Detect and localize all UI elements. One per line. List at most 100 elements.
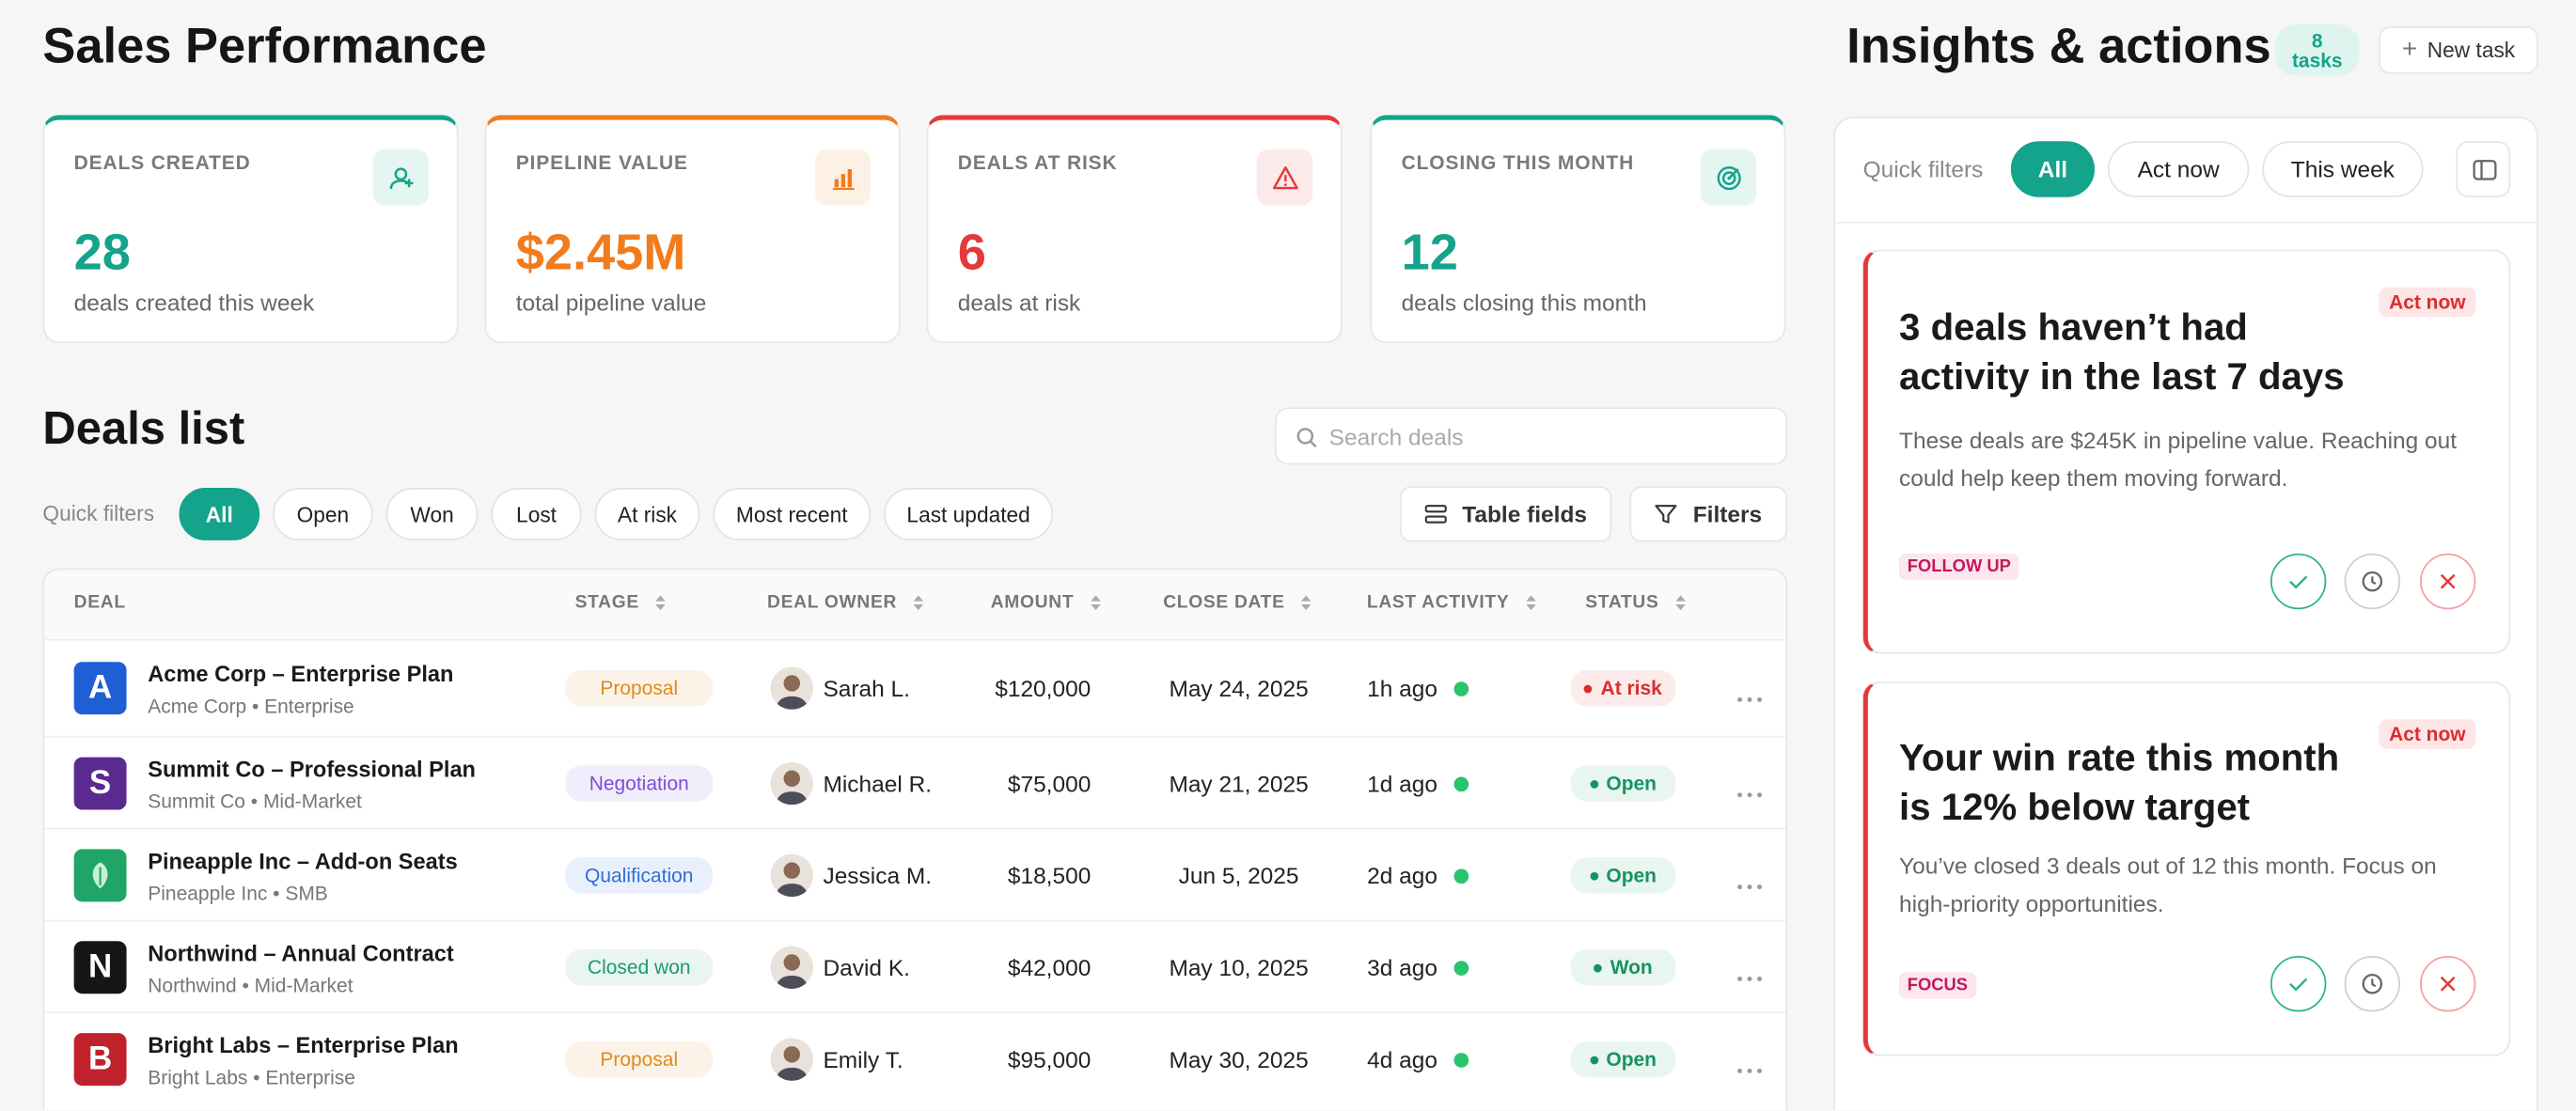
leaf-icon bbox=[92, 862, 108, 889]
column-label: LAST ACTIVITY bbox=[1366, 592, 1510, 613]
status-dot bbox=[1589, 779, 1598, 788]
button-label: Table fields bbox=[1462, 500, 1588, 527]
filter-chip[interactable]: Last updated bbox=[884, 487, 1054, 540]
sort-icon bbox=[1090, 595, 1101, 611]
company-logo: A bbox=[73, 662, 127, 715]
deal-name[interactable]: Summit Co – Professional Plan bbox=[148, 757, 476, 782]
column-header[interactable]: STATUS bbox=[1585, 593, 1687, 613]
owner-avatar bbox=[770, 853, 813, 898]
action-button[interactable] bbox=[2419, 956, 2476, 1012]
deal-amount: $120,000 bbox=[995, 675, 1092, 702]
button-label: Filters bbox=[1692, 500, 1763, 527]
panel-toggle[interactable] bbox=[2456, 141, 2511, 197]
owner-name: Michael R. bbox=[823, 770, 933, 797]
activity-dot bbox=[1453, 776, 1469, 792]
last-activity: 2d ago bbox=[1367, 862, 1438, 889]
stat-icon bbox=[814, 149, 872, 206]
search-icon bbox=[1296, 428, 1317, 448]
deal-name[interactable]: Northwind – Annual Contract bbox=[148, 941, 454, 966]
new-task-button[interactable]: + New task bbox=[2379, 25, 2538, 74]
filter-chip[interactable]: At risk bbox=[594, 487, 700, 540]
stat-label: CLOSING THIS MONTH bbox=[1401, 150, 1635, 175]
search-input[interactable]: Search deals bbox=[1275, 407, 1788, 465]
status-label: Open bbox=[1606, 1047, 1657, 1072]
stat-icon bbox=[1256, 149, 1313, 206]
close-date: May 30, 2025 bbox=[1169, 1046, 1309, 1073]
filter-chip[interactable]: Open bbox=[273, 487, 373, 540]
stat-card bbox=[926, 115, 1343, 344]
action-icon bbox=[2362, 571, 2383, 592]
filter-chip[interactable]: Act now bbox=[2107, 141, 2250, 197]
filter-chip[interactable]: Lost bbox=[491, 487, 582, 540]
column-label: STATUS bbox=[1585, 592, 1659, 613]
status-label: At risk bbox=[1600, 676, 1662, 700]
action-icon bbox=[2362, 973, 2383, 994]
deal-name[interactable]: Pineapple Inc – Add-on Seats bbox=[148, 849, 458, 874]
action-button[interactable] bbox=[2344, 553, 2401, 610]
owner-avatar bbox=[770, 666, 813, 710]
filter-chip[interactable]: This week bbox=[2262, 141, 2424, 197]
sort-icon bbox=[1525, 595, 1536, 611]
row-divider bbox=[44, 735, 1786, 738]
filter-chip[interactable]: All bbox=[2010, 141, 2095, 197]
insight-tag: FOCUS bbox=[1899, 972, 1976, 999]
status-pill: At risk bbox=[1570, 669, 1676, 707]
deal-amount: $75,000 bbox=[1007, 770, 1092, 797]
section-title: Deals list bbox=[42, 402, 245, 454]
column-header[interactable]: CLOSE DATE bbox=[1163, 593, 1312, 613]
column-header[interactable]: AMOUNT bbox=[991, 593, 1102, 613]
row-menu[interactable] bbox=[1736, 1055, 1763, 1073]
owner-avatar bbox=[770, 1038, 813, 1081]
status-pill: Won bbox=[1570, 949, 1676, 986]
insights-title: Insights & actions bbox=[1846, 19, 2271, 74]
row-menu[interactable] bbox=[1736, 778, 1763, 798]
owner-avatar-glyph bbox=[775, 954, 809, 989]
column-label: DEAL OWNER bbox=[767, 592, 898, 613]
column-header[interactable]: STAGE bbox=[575, 593, 668, 613]
last-activity: 4d ago bbox=[1367, 1046, 1438, 1073]
quick-filters-label: Quick filters bbox=[1862, 156, 1984, 182]
row-menu[interactable] bbox=[1736, 683, 1763, 702]
toolbar-button[interactable]: Table fields bbox=[1399, 486, 1612, 542]
stat-caption: deals created this week bbox=[73, 289, 315, 316]
status-dot bbox=[1589, 1055, 1598, 1064]
action-icon bbox=[2440, 976, 2456, 992]
row-menu[interactable] bbox=[1736, 962, 1763, 981]
column-header[interactable]: LAST ACTIVITY bbox=[1367, 593, 1537, 613]
action-button[interactable] bbox=[2270, 553, 2327, 610]
deal-name[interactable]: Acme Corp – Enterprise Plan bbox=[148, 662, 454, 687]
action-button[interactable] bbox=[2270, 956, 2327, 1012]
owner-name: Emily T. bbox=[823, 1046, 903, 1073]
button-icon bbox=[1424, 505, 1447, 524]
insight-tag: FOLLOW UP bbox=[1899, 553, 2019, 580]
action-button[interactable] bbox=[2419, 553, 2476, 610]
filter-chip[interactable]: Won bbox=[385, 487, 479, 540]
row-menu-glyph bbox=[1737, 977, 1762, 981]
owner-name: Jessica M. bbox=[823, 862, 933, 889]
owner-avatar-glyph bbox=[775, 1046, 809, 1081]
owner-avatar bbox=[770, 946, 813, 989]
row-divider bbox=[44, 827, 1786, 830]
owner-avatar bbox=[770, 761, 813, 806]
status-label: Open bbox=[1606, 864, 1657, 887]
deal-amount: $18,500 bbox=[1007, 862, 1092, 889]
company-logo: N bbox=[73, 941, 127, 994]
owner-avatar-glyph bbox=[775, 862, 809, 898]
stat-icon bbox=[1700, 149, 1757, 206]
deal-subtitle: Bright Labs • Enterprise bbox=[148, 1066, 355, 1089]
sort-icon bbox=[1301, 595, 1312, 611]
row-menu[interactable] bbox=[1736, 870, 1763, 890]
stat-caption: deals at risk bbox=[957, 289, 1081, 316]
quick-filters-label: Quick filters bbox=[42, 500, 155, 526]
filter-chip[interactable]: Most recent bbox=[713, 487, 872, 540]
toolbar-button[interactable]: Filters bbox=[1629, 486, 1788, 542]
action-button[interactable] bbox=[2344, 956, 2401, 1012]
stat-caption: total pipeline value bbox=[515, 289, 707, 316]
stat-value: 12 bbox=[1401, 223, 1458, 281]
status-pill: Open bbox=[1570, 857, 1676, 894]
deal-name[interactable]: Bright Labs – Enterprise Plan bbox=[148, 1033, 459, 1058]
column-header[interactable]: DEAL OWNER bbox=[767, 593, 925, 613]
activity-dot bbox=[1453, 681, 1469, 696]
filter-chip[interactable]: All bbox=[179, 487, 260, 540]
